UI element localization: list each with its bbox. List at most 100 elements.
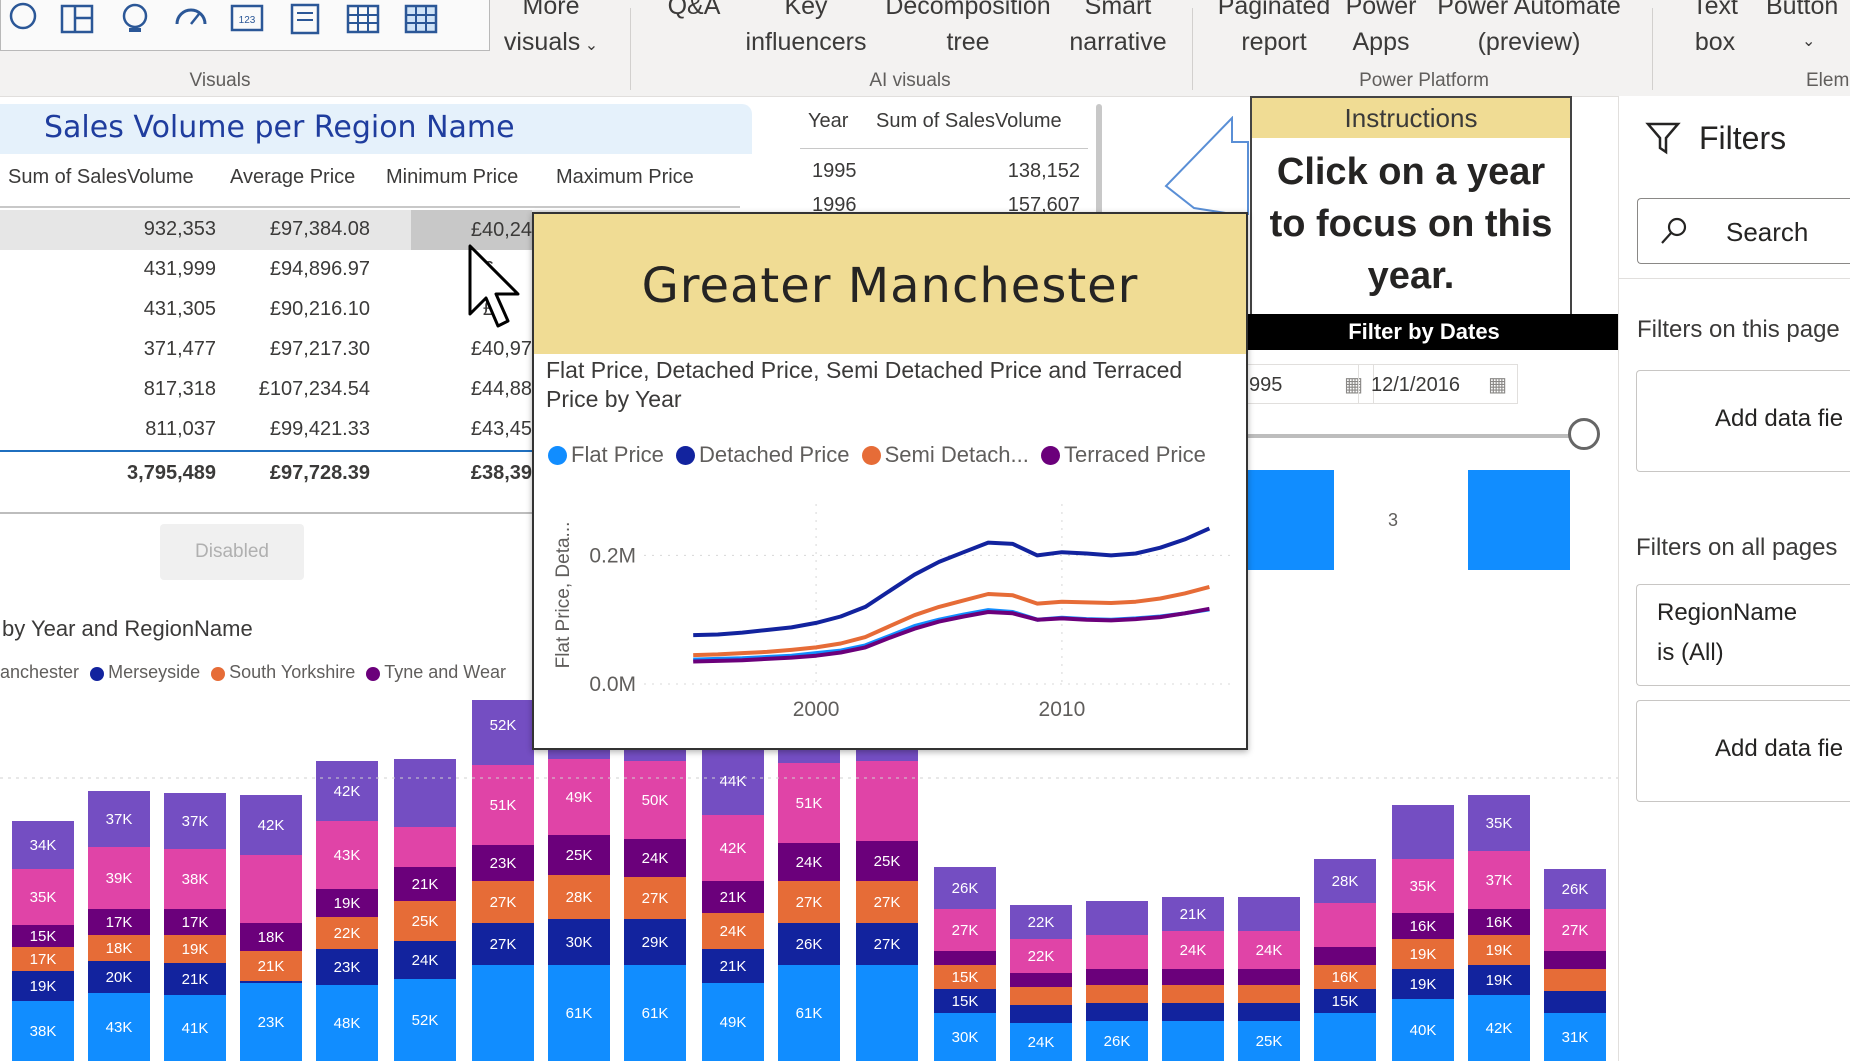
stacked-bar-segment[interactable] xyxy=(1544,869,1606,909)
stacked-bar-segment[interactable] xyxy=(1314,989,1376,1013)
stacked-bar-segment[interactable] xyxy=(164,793,226,849)
stacked-bar-segment[interactable] xyxy=(12,947,74,971)
stacked-bar-segment[interactable] xyxy=(702,983,764,1061)
year-table-scrollbar[interactable] xyxy=(1096,104,1102,224)
column-header-maximum-price[interactable]: Maximum Price xyxy=(556,166,694,188)
stacked-bar-segment[interactable] xyxy=(164,909,226,935)
add-data-field-well-page[interactable]: Add data fie xyxy=(1636,370,1850,472)
multirow-card-icon[interactable] xyxy=(287,2,323,36)
stacked-bar-segment[interactable] xyxy=(12,821,74,869)
stacked-bar-segment[interactable] xyxy=(1086,1021,1148,1061)
stacked-bar-segment[interactable] xyxy=(1392,859,1454,913)
stacked-bar-segment[interactable] xyxy=(240,981,302,983)
table-row[interactable]: 431,305 £90,216.10 £ xyxy=(0,290,720,330)
stacked-bar-segment[interactable] xyxy=(12,1001,74,1061)
stacked-bar-segment[interactable] xyxy=(1468,965,1530,995)
stacked-bar-segment[interactable] xyxy=(934,989,996,1013)
stacked-bar-segment[interactable] xyxy=(778,881,840,923)
column-header-average-price[interactable]: Average Price xyxy=(230,166,356,188)
legend-item-south-yorkshire[interactable]: South Yorkshire xyxy=(229,662,356,682)
stacked-bar-segment[interactable] xyxy=(856,881,918,923)
stacked-bar-segment[interactable] xyxy=(88,993,150,1061)
stacked-bar-segment[interactable] xyxy=(856,841,918,881)
stacked-bar-segment[interactable] xyxy=(1086,1003,1148,1021)
stacked-bar-segment[interactable] xyxy=(548,875,610,919)
stacked-bar-segment[interactable] xyxy=(1162,931,1224,969)
stacked-bar-segment[interactable] xyxy=(1314,947,1376,965)
legend-item-manchester[interactable]: anchester xyxy=(0,662,80,682)
table-visual-icon[interactable] xyxy=(345,2,381,36)
year-column-header[interactable]: Year xyxy=(808,110,849,132)
stacked-bar-segment[interactable] xyxy=(1086,935,1148,969)
stacked-bar-segment[interactable] xyxy=(394,941,456,979)
stacked-bar-segment[interactable] xyxy=(1238,969,1300,985)
treemap-visual-icon[interactable] xyxy=(59,2,95,36)
end-date-input[interactable]: 12/1/2016 ▦ xyxy=(1358,364,1518,404)
start-date-input[interactable]: 995 ▦ xyxy=(1230,364,1374,404)
stacked-bar-segment[interactable] xyxy=(1010,1023,1072,1061)
stacked-bar-segment[interactable] xyxy=(1314,1013,1376,1061)
stacked-bar-segment[interactable] xyxy=(12,925,74,947)
legend-item-merseyside[interactable]: Merseyside xyxy=(108,662,201,682)
stacked-bar-segment[interactable] xyxy=(1544,991,1606,1013)
stacked-bar-segment[interactable] xyxy=(934,909,996,951)
stacked-bar-segment[interactable] xyxy=(88,791,150,847)
stacked-bar-segment[interactable] xyxy=(240,795,302,855)
stacked-bar-segment[interactable] xyxy=(1086,985,1148,1003)
stacked-bar-segment[interactable] xyxy=(1392,913,1454,939)
stacked-bar-segment[interactable] xyxy=(394,759,456,827)
stacked-bar-segment[interactable] xyxy=(624,761,686,839)
stacked-bar-segment[interactable] xyxy=(778,923,840,965)
stacked-bar-segment[interactable] xyxy=(934,951,996,965)
date-slider-handle[interactable] xyxy=(1568,418,1600,450)
stacked-bar-segment[interactable] xyxy=(778,843,840,881)
stacked-bar-segment[interactable] xyxy=(1314,903,1376,947)
stacked-bar-segment[interactable] xyxy=(1544,1013,1606,1061)
decomposition-tree-button[interactable]: Decomposition tree xyxy=(874,0,1062,60)
stacked-bar-segment[interactable] xyxy=(316,917,378,949)
stacked-bar-segment[interactable] xyxy=(1010,973,1072,987)
stacked-bar-segment[interactable] xyxy=(624,877,686,919)
region-table-visual[interactable]: Sales Volume per Region Name Sum of Sale… xyxy=(0,96,760,516)
stacked-bar-segment[interactable] xyxy=(164,849,226,909)
stacked-bar-segment[interactable] xyxy=(1086,901,1148,935)
column-header-minimum-price[interactable]: Minimum Price xyxy=(386,166,519,188)
stacked-bar-segment[interactable] xyxy=(1468,795,1530,851)
more-visuals-button[interactable]: More visuals ⌄ xyxy=(496,0,606,64)
stacked-bar-segment[interactable] xyxy=(394,827,456,867)
stacked-bar-segment[interactable] xyxy=(472,845,534,881)
stacked-bar-segment[interactable] xyxy=(778,763,840,843)
stacked-bar-segment[interactable] xyxy=(164,963,226,995)
stacked-bar-segment[interactable] xyxy=(1086,969,1148,985)
stacked-bar-segment[interactable] xyxy=(394,867,456,901)
table-row[interactable]: 817,318 £107,234.54 £44,88 xyxy=(0,370,720,410)
stacked-bar-segment[interactable] xyxy=(624,965,686,1061)
stacked-bar-segment[interactable] xyxy=(1162,1003,1224,1021)
matrix-visual-icon[interactable] xyxy=(403,2,439,36)
stacked-bar-segment[interactable] xyxy=(702,815,764,881)
stacked-bar-segment[interactable] xyxy=(88,961,150,993)
stacked-bar-segment[interactable] xyxy=(88,909,150,935)
stacked-bar-segment[interactable] xyxy=(548,965,610,1061)
power-apps-button[interactable]: Power Apps xyxy=(1340,0,1422,60)
stacked-bar-segment[interactable] xyxy=(1238,1021,1300,1061)
stacked-bar-segment[interactable] xyxy=(88,935,150,961)
stacked-bar-segment[interactable] xyxy=(548,835,610,875)
stacked-bar-segment[interactable] xyxy=(1544,969,1606,991)
blue-card-right[interactable] xyxy=(1468,470,1570,570)
stacked-bar-segment[interactable] xyxy=(316,889,378,917)
stacked-bar-segment[interactable] xyxy=(702,747,764,815)
stacked-bar-segment[interactable] xyxy=(624,839,686,877)
date-slider-track[interactable] xyxy=(1244,434,1586,438)
stacked-bar-segment[interactable] xyxy=(240,983,302,1061)
stacked-bar-segment[interactable] xyxy=(316,821,378,889)
table-row[interactable]: 371,477 £97,217.30 £40,97 xyxy=(0,330,720,370)
card-visual-icon[interactable]: 123 xyxy=(229,2,265,36)
stacked-bar-segment[interactable] xyxy=(394,979,456,1061)
stacked-bar-segment[interactable] xyxy=(778,965,840,1061)
stacked-bar-segment[interactable] xyxy=(1314,859,1376,903)
stacked-bar-segment[interactable] xyxy=(240,951,302,981)
stacked-column-chart[interactable]: 38K 19K 17K 15K 35K 34K 43K 20K 18K 17K 39K 37K 41K 2… xyxy=(0,700,1618,1061)
stacked-bar-segment[interactable] xyxy=(1162,985,1224,1003)
stacked-bar-segment[interactable] xyxy=(702,913,764,949)
